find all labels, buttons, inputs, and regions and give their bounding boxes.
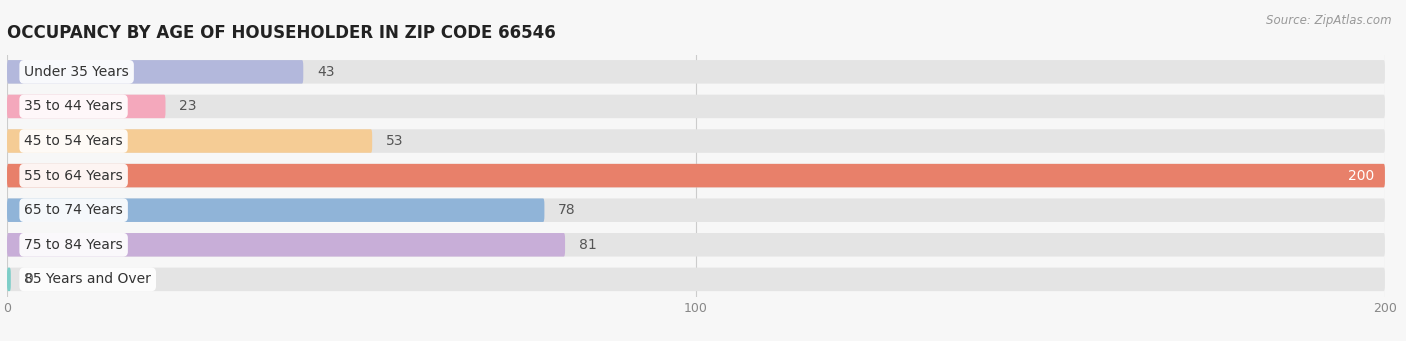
FancyBboxPatch shape [7, 95, 166, 118]
FancyBboxPatch shape [7, 233, 1385, 256]
FancyBboxPatch shape [7, 129, 373, 153]
Text: Under 35 Years: Under 35 Years [24, 65, 129, 79]
Text: Source: ZipAtlas.com: Source: ZipAtlas.com [1267, 14, 1392, 27]
FancyBboxPatch shape [7, 95, 1385, 118]
Text: 81: 81 [579, 238, 596, 252]
FancyBboxPatch shape [7, 164, 1385, 187]
FancyBboxPatch shape [7, 233, 565, 256]
Text: 53: 53 [387, 134, 404, 148]
FancyBboxPatch shape [7, 198, 1385, 222]
Text: 23: 23 [180, 100, 197, 114]
FancyBboxPatch shape [7, 268, 1385, 291]
FancyBboxPatch shape [7, 60, 304, 84]
Text: 75 to 84 Years: 75 to 84 Years [24, 238, 122, 252]
Text: OCCUPANCY BY AGE OF HOUSEHOLDER IN ZIP CODE 66546: OCCUPANCY BY AGE OF HOUSEHOLDER IN ZIP C… [7, 24, 555, 42]
FancyBboxPatch shape [7, 129, 1385, 153]
Text: 45 to 54 Years: 45 to 54 Years [24, 134, 122, 148]
FancyBboxPatch shape [7, 198, 544, 222]
Text: 35 to 44 Years: 35 to 44 Years [24, 100, 122, 114]
Text: 55 to 64 Years: 55 to 64 Years [24, 168, 122, 183]
Text: 200: 200 [1348, 168, 1375, 183]
FancyBboxPatch shape [7, 60, 1385, 84]
FancyBboxPatch shape [7, 268, 11, 291]
Text: 43: 43 [318, 65, 335, 79]
Text: 0: 0 [24, 272, 34, 286]
Text: 85 Years and Over: 85 Years and Over [24, 272, 150, 286]
FancyBboxPatch shape [7, 164, 1385, 187]
Text: 65 to 74 Years: 65 to 74 Years [24, 203, 122, 217]
Text: 78: 78 [558, 203, 576, 217]
